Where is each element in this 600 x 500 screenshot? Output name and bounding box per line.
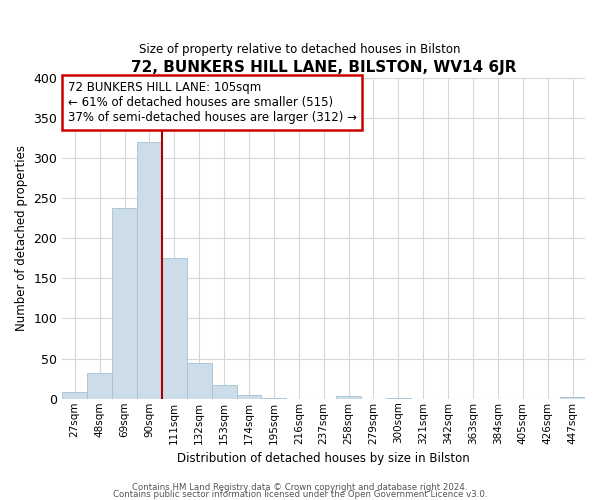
Bar bbox=[137, 142, 162, 399]
Text: Size of property relative to detached houses in Bilston: Size of property relative to detached ho… bbox=[139, 42, 461, 56]
Bar bbox=[112, 208, 137, 399]
Bar bbox=[187, 364, 212, 399]
Text: Contains public sector information licensed under the Open Government Licence v3: Contains public sector information licen… bbox=[113, 490, 487, 499]
X-axis label: Distribution of detached houses by size in Bilston: Distribution of detached houses by size … bbox=[177, 452, 470, 465]
Bar bbox=[62, 392, 87, 399]
Y-axis label: Number of detached properties: Number of detached properties bbox=[15, 145, 28, 331]
Bar bbox=[212, 385, 236, 399]
Bar bbox=[262, 398, 286, 399]
Bar bbox=[560, 397, 585, 399]
Bar bbox=[336, 396, 361, 399]
Bar bbox=[386, 398, 411, 399]
Bar bbox=[87, 373, 112, 399]
Bar bbox=[162, 258, 187, 399]
Title: 72, BUNKERS HILL LANE, BILSTON, WV14 6JR: 72, BUNKERS HILL LANE, BILSTON, WV14 6JR bbox=[131, 60, 517, 75]
Bar bbox=[236, 394, 262, 399]
Text: 72 BUNKERS HILL LANE: 105sqm
← 61% of detached houses are smaller (515)
37% of s: 72 BUNKERS HILL LANE: 105sqm ← 61% of de… bbox=[68, 81, 356, 124]
Text: Contains HM Land Registry data © Crown copyright and database right 2024.: Contains HM Land Registry data © Crown c… bbox=[132, 484, 468, 492]
